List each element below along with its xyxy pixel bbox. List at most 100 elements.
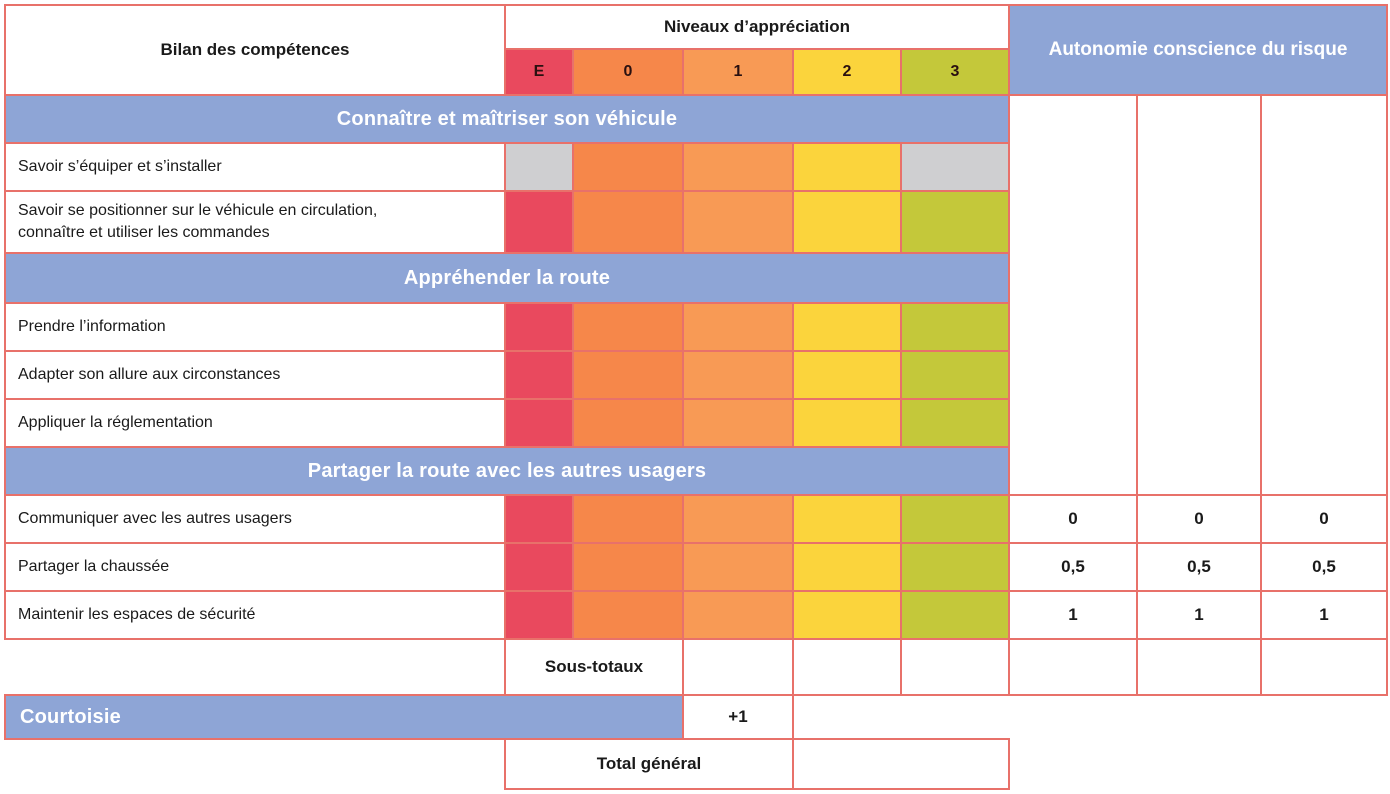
level-cell-e[interactable] [504,190,574,254]
sous-total-autonomie-cell[interactable] [1008,638,1138,696]
autonomie-value: 0,5 [1008,542,1138,592]
level-cell-e[interactable] [504,398,574,448]
sous-totaux-text: Sous-totaux [544,657,644,676]
section-title-partager: Partager la route avec les autres usager… [4,446,1010,496]
level-cell-1[interactable] [682,398,794,448]
level-cell-0[interactable] [572,590,684,640]
skill-label-text: Maintenir les espaces de sécurité [18,606,256,623]
sous-total-autonomie-cell[interactable] [1136,638,1262,696]
skill-label-text: Savoir s’équiper et s’installer [18,158,222,175]
skill-label: Adapter son allure aux circonstances [4,350,506,400]
level-cell-e[interactable] [504,542,574,592]
autonomie-value: 1 [1008,590,1138,640]
level-cell-3[interactable] [900,302,1010,352]
sous-total-cell[interactable] [900,638,1010,696]
level-cell-2[interactable] [792,142,902,192]
sous-total-cell[interactable] [792,638,902,696]
sous-total-cell[interactable] [682,638,794,696]
skill-label: Savoir se positionner sur le véhicule en… [4,190,506,254]
level-cell-e[interactable] [504,494,574,544]
level-cell-0[interactable] [572,494,684,544]
level-cell-1[interactable] [682,590,794,640]
level-cell-2[interactable] [792,302,902,352]
level-cell-0[interactable] [572,398,684,448]
skill-label-text: Appliquer la réglementation [18,414,213,431]
total-general-value-cell[interactable] [792,738,1010,790]
skill-label-line-2: connaître et utiliser les commandes [18,224,270,241]
level-cell-2[interactable] [792,542,902,592]
autonomie-value: 0 [1260,494,1388,544]
section-title-label: Appréhender la route [403,266,611,289]
level-header-0: 0 [572,48,684,96]
skill-label-text: Adapter son allure aux circonstances [18,366,281,383]
skill-label-text: Communiquer avec les autres usagers [18,510,292,527]
niveaux-header: Niveaux d’appréciation [504,4,1010,50]
level-cell-1[interactable] [682,494,794,544]
autonomie-blank-col-3 [1260,94,1388,496]
level-cell-0[interactable] [572,142,684,192]
courtoisie-label: Courtoisie [4,694,684,740]
autonomie-value: 0,5 [1136,542,1262,592]
level-cell-3[interactable] [900,142,1010,192]
level-cell-3[interactable] [900,494,1010,544]
level-cell-3[interactable] [900,590,1010,640]
skill-label: Communiquer avec les autres usagers [4,494,506,544]
level-header-2: 2 [792,48,902,96]
level-cell-1[interactable] [682,302,794,352]
level-cell-0[interactable] [572,350,684,400]
level-cell-2[interactable] [792,590,902,640]
level-cell-3[interactable] [900,350,1010,400]
courtoisie-text: Courtoisie [20,705,121,728]
level-cell-3[interactable] [900,542,1010,592]
level-cell-3[interactable] [900,398,1010,448]
autonomie-value: 1 [1136,590,1262,640]
skill-label: Appliquer la réglementation [4,398,506,448]
skill-label: Maintenir les espaces de sécurité [4,590,506,640]
courtoisie-value-text: +1 [728,707,748,726]
total-general-label: Total général [504,738,794,790]
skill-label: Savoir s’équiper et s’installer [4,142,506,192]
level-cell-1[interactable] [682,190,794,254]
level-cell-0[interactable] [572,302,684,352]
section-title-label: Partager la route avec les autres usager… [307,459,707,482]
level-header-e: E [504,48,574,96]
skill-label-text: Partager la chaussée [18,558,170,575]
section-title-route: Appréhender la route [4,252,1010,304]
level-cell-2[interactable] [792,350,902,400]
bilan-header: Bilan des compétences [4,4,506,96]
autonomie-value: 0 [1136,494,1262,544]
autonomie-value: 0 [1008,494,1138,544]
level-header-3: 3 [900,48,1010,96]
courtoisie-value: +1 [682,694,794,740]
autonomie-header: Autonomie conscience du risque [1008,4,1388,96]
level-cell-e[interactable] [504,142,574,192]
skill-label: Partager la chaussée [4,542,506,592]
level-cell-0[interactable] [572,542,684,592]
sous-totaux-label: Sous-totaux [504,638,684,696]
section-title-vehicule: Connaître et maîtriser son véhicule [4,94,1010,144]
skill-label: Prendre l’information [4,302,506,352]
autonomie-value: 0,5 [1260,542,1388,592]
autonomie-blank-col-1 [1008,94,1138,496]
skill-label-text: Prendre l’information [18,318,166,335]
level-cell-2[interactable] [792,494,902,544]
section-title-label: Connaître et maîtriser son véhicule [336,107,678,130]
level-cell-e[interactable] [504,590,574,640]
level-cell-3[interactable] [900,190,1010,254]
level-cell-2[interactable] [792,190,902,254]
level-cell-2[interactable] [792,398,902,448]
level-cell-1[interactable] [682,350,794,400]
level-cell-e[interactable] [504,350,574,400]
level-cell-e[interactable] [504,302,574,352]
level-cell-1[interactable] [682,142,794,192]
level-header-1: 1 [682,48,794,96]
autonomie-header-label: Autonomie conscience du risque [1048,39,1348,60]
sous-total-autonomie-cell[interactable] [1260,638,1388,696]
niveaux-header-label: Niveaux d’appréciation [663,17,851,36]
bilan-header-label: Bilan des compétences [160,40,350,59]
level-cell-0[interactable] [572,190,684,254]
autonomie-blank-col-2 [1136,94,1262,496]
level-cell-1[interactable] [682,542,794,592]
autonomie-value: 1 [1260,590,1388,640]
total-general-text: Total général [596,754,702,773]
